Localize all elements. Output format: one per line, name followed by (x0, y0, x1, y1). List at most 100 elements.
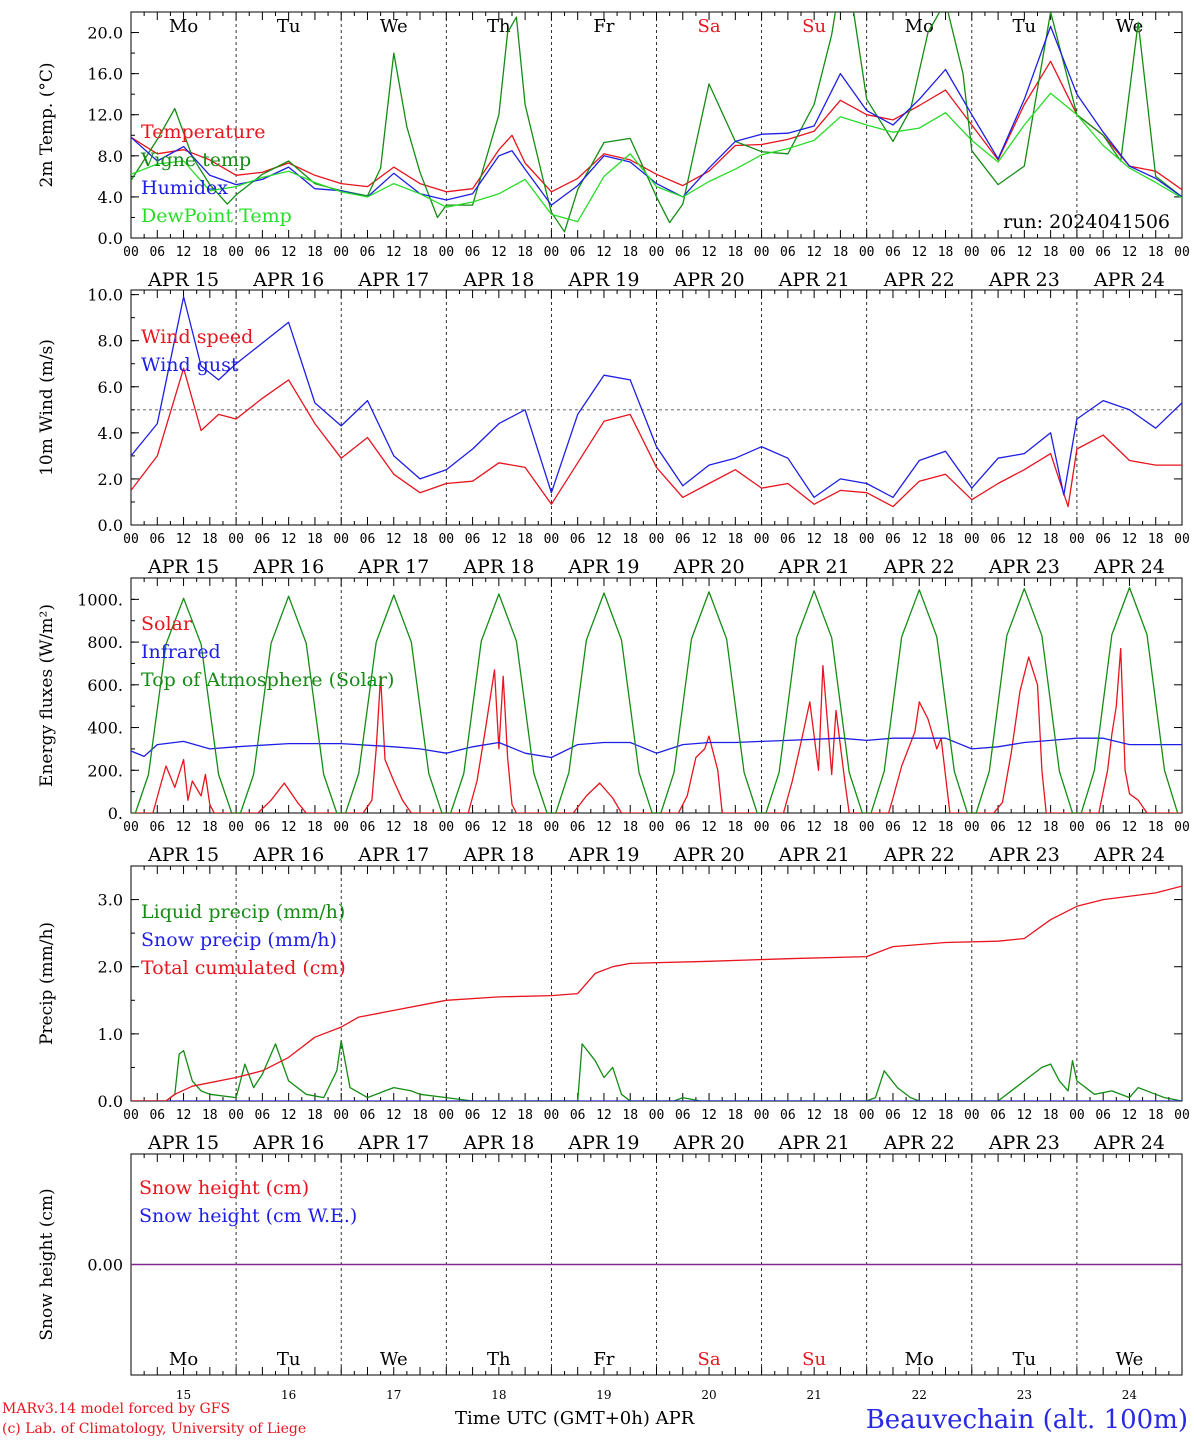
wind-y-tick-label: 10.0 (87, 286, 123, 305)
precip-hour-label: 18 (622, 1108, 638, 1123)
temperature-date-label: APR 21 (778, 269, 850, 291)
legend-humidex: Humidex (141, 177, 228, 199)
precip-date-label: APR 18 (462, 1132, 534, 1154)
wind-hour-label: 18 (1043, 532, 1059, 547)
snow-weekday-label: Tu (277, 1349, 301, 1370)
wind-hour-label: 00 (228, 532, 244, 547)
wind-y-tick-label: 6.0 (98, 378, 123, 397)
wind-hour-label: 06 (149, 532, 165, 547)
series-line-infrared (131, 737, 1182, 759)
wind-hour-label: 00 (649, 532, 665, 547)
precip-y-tick-label: 2.0 (98, 958, 123, 977)
credit-line-2: (c) Lab. of Climatology, University of L… (2, 1421, 306, 1437)
temperature-weekday-label: Tu (1013, 16, 1037, 37)
wind-hour-label: 18 (412, 532, 428, 547)
wind-hour-label: 12 (701, 532, 717, 547)
energy-hour-label: 12 (281, 820, 297, 835)
energy-hour-label: 12 (176, 820, 192, 835)
snow-weekday-label: Mo (905, 1349, 934, 1370)
wind-hour-label: 06 (570, 532, 586, 547)
snow-weekday-label: We (380, 1349, 408, 1370)
energy-hour-label: 12 (386, 820, 402, 835)
series-line-wind-speed (131, 367, 1182, 508)
wind-date-label: APR 22 (883, 556, 955, 578)
snow-day-number: 19 (596, 1388, 611, 1402)
precip-hour-label: 06 (885, 1108, 901, 1123)
temperature-hour-label: 18 (1043, 245, 1059, 260)
snow-weekday-label: Sa (698, 1349, 721, 1370)
snow-day-number: 18 (491, 1388, 506, 1402)
legend-snow-precip-mm-h: Snow precip (mm/h) (141, 929, 337, 951)
energy-hour-label: 12 (596, 820, 612, 835)
precip-y-tick-label: 3.0 (98, 891, 123, 910)
temperature-hour-label: 12 (596, 245, 612, 260)
temperature-hour-label: 12 (281, 245, 297, 260)
precip-hour-label: 00 (754, 1108, 770, 1123)
snow-weekday-label: Fr (593, 1349, 614, 1370)
precip-hour-label: 12 (176, 1108, 192, 1123)
temperature-weekday-label: Tu (277, 16, 301, 37)
energy-series-group (131, 586, 1182, 813)
temperature-hour-label: 06 (149, 245, 165, 260)
energy-hour-label: 12 (1017, 820, 1033, 835)
temperature-hour-label: 00 (859, 245, 875, 260)
temperature-hour-label: 00 (333, 245, 349, 260)
temperature-weekday-label: Fr (593, 16, 614, 37)
energy-hour-label: 00 (544, 820, 560, 835)
wind-date-label: APR 24 (1093, 556, 1165, 578)
energy-date-label: APR 20 (673, 844, 745, 866)
temperature-date-label: APR 19 (567, 269, 639, 291)
energy-hour-label: 06 (360, 820, 376, 835)
wind-hour-label: 06 (255, 532, 271, 547)
energy-hour-label: 00 (754, 820, 770, 835)
energy-date-label: APR 17 (357, 844, 429, 866)
energy-date-label: APR 21 (778, 844, 850, 866)
legend-total-cumulated-cm: Total cumulated (cm) (141, 957, 346, 979)
temperature-hour-label: 06 (465, 245, 481, 260)
temperature-hour-label: 00 (438, 245, 454, 260)
temperature-y-tick-label: 12.0 (87, 106, 123, 125)
snow-weekday-label: Tu (1013, 1349, 1037, 1370)
energy-hour-label: 06 (255, 820, 271, 835)
temperature-hour-label: 12 (1017, 245, 1033, 260)
series-line-total-cumulated-cm (131, 885, 1182, 1101)
temperature-hour-label: 18 (307, 245, 323, 260)
energy-y-tick-label: 600. (87, 676, 123, 695)
run-label: run: 2024041506 (1003, 211, 1170, 233)
energy-hour-label: 18 (202, 820, 218, 835)
temperature-y-axis-label: 2m Temp. (°C) (37, 62, 57, 187)
snow-y-tick-label: 0.00 (87, 1256, 123, 1275)
wind-hour-label: 18 (938, 532, 954, 547)
temperature-date-label: APR 22 (883, 269, 955, 291)
precip-hour-label: 00 (544, 1108, 560, 1123)
series-line-vigne-temp (131, 12, 1182, 233)
snow-y-axis-label: Snow height (cm) (37, 1188, 57, 1340)
wind-y-tick-label: 2.0 (98, 470, 123, 489)
temperature-hour-label: 00 (1174, 245, 1190, 260)
energy-hour-label: 18 (412, 820, 428, 835)
energy-hour-label: 00 (1174, 820, 1190, 835)
snow-day-number: 24 (1122, 1388, 1138, 1402)
wind-date-label: APR 18 (462, 556, 534, 578)
energy-hour-label: 06 (465, 820, 481, 835)
series-line-humidex (131, 25, 1182, 206)
temperature-weekday-label: Su (802, 16, 826, 37)
wind-hour-label: 00 (1069, 532, 1085, 547)
legend-top-of-atmosphere-solar: Top of Atmosphere (Solar) (141, 669, 394, 691)
wind-date-label: APR 19 (567, 556, 639, 578)
precip-hour-label: 00 (1069, 1108, 1085, 1123)
wind-hour-label: 00 (859, 532, 875, 547)
precip-hour-label: 00 (333, 1108, 349, 1123)
precip-hour-label: 18 (833, 1108, 849, 1123)
precip-hour-label: 12 (386, 1108, 402, 1123)
wind-hour-label: 18 (622, 532, 638, 547)
energy-hour-label: 12 (911, 820, 927, 835)
energy-hour-label: 12 (701, 820, 717, 835)
temperature-hour-label: 12 (911, 245, 927, 260)
temperature-hour-label: 18 (727, 245, 743, 260)
energy-date-label: APR 18 (462, 844, 534, 866)
precip-hour-label: 00 (123, 1108, 139, 1123)
wind-hour-label: 18 (833, 532, 849, 547)
wind-date-label: APR 23 (988, 556, 1060, 578)
